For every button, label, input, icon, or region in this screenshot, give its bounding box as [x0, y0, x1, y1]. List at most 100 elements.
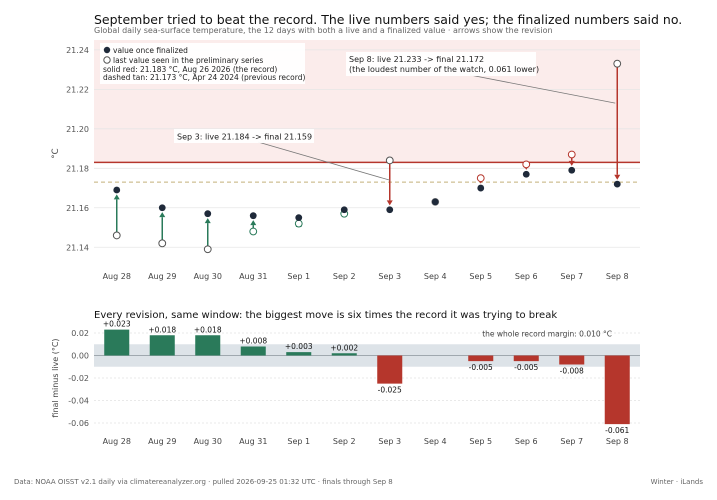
- page-subtitle: Global daily sea-surface temperature, th…: [94, 26, 553, 35]
- live-point: [294, 219, 303, 228]
- revision-bar: [149, 335, 175, 356]
- revision-bar: [104, 329, 130, 356]
- revision-arrowhead: [113, 194, 120, 200]
- final-points: [113, 166, 621, 222]
- final-point: [613, 180, 621, 188]
- top-x-tick-labels: Aug 28 Aug 29 Aug 30 Aug 31 Sep 1 Sep 2 Sep 3 S…: [103, 272, 629, 281]
- top-x-tick: Aug 29: [148, 272, 176, 281]
- top-gridlines: [94, 49, 640, 248]
- final-point: [158, 204, 166, 212]
- live-point: [385, 156, 394, 165]
- revision-arrowhead: [250, 220, 257, 226]
- top-x-tick: Sep 2: [333, 272, 356, 281]
- top-x-tick: Sep 8: [606, 272, 629, 281]
- revision-arrowhead: [614, 174, 621, 180]
- bottom-y-axis-label: final minus live (°C): [51, 338, 60, 417]
- live-point: [112, 231, 121, 240]
- revision-bar-label: -0.005: [514, 363, 538, 372]
- legend-live-marker: [103, 56, 111, 64]
- annotation-box-sep3: [174, 129, 314, 143]
- top-x-tick: Aug 31: [239, 272, 267, 281]
- top-x-tick: Aug 28: [103, 272, 131, 281]
- bottom-x-tick-labels: Aug 28 Aug 29 Aug 30 Aug 31 Sep 1 Sep 2 Sep 3 S…: [103, 437, 629, 446]
- final-point: [295, 214, 303, 222]
- top-x-tick: Sep 7: [560, 272, 583, 281]
- top-y-tick-labels: 21.14 21.16 21.18 21.20 21.22 21.24: [66, 46, 89, 252]
- top-y-tick: 21.16: [66, 204, 89, 213]
- revision-bar: [604, 355, 630, 425]
- bottom-y-tick-labels: 0.02 0.00 -0.02 -0.04 -0.06: [68, 329, 89, 428]
- bottom-x-tick: Sep 3: [378, 437, 401, 446]
- revision-bar: [331, 353, 357, 356]
- revision-bar-label: -0.025: [378, 386, 402, 395]
- revision-bar: [468, 355, 494, 362]
- final-point: [204, 210, 212, 218]
- final-point: [522, 170, 530, 178]
- final-point: [431, 198, 439, 206]
- revision-bar: [286, 352, 312, 356]
- revision-bar-label: +0.018: [148, 325, 176, 334]
- final-point: [340, 206, 348, 214]
- bottom-y-tick: -0.06: [68, 419, 89, 428]
- legend-dashed-note: dashed tan: 21.173 °C, Apr 24 2024 (prev…: [103, 73, 305, 82]
- legend-live-label: last value seen in the preliminary serie…: [113, 56, 263, 65]
- top-x-tick: Sep 3: [378, 272, 401, 281]
- revision-arrowhead: [159, 212, 166, 218]
- bottom-x-tick: Sep 7: [560, 437, 583, 446]
- footer-credit: Winter · iLands: [651, 478, 704, 486]
- revision-bar-label: +0.008: [239, 337, 267, 346]
- revision-bar: [195, 335, 221, 356]
- top-y-tick: 21.18: [66, 164, 89, 173]
- revision-arrowhead: [386, 200, 393, 206]
- final-point: [477, 184, 485, 192]
- bottom-y-tick: -0.02: [68, 374, 89, 383]
- bottom-chart: Every revision, same window: the biggest…: [51, 310, 640, 446]
- bottom-x-tick: Sep 6: [515, 437, 538, 446]
- top-x-tick: Sep 5: [469, 272, 492, 281]
- live-point: [158, 239, 167, 248]
- revision-arrowhead: [568, 160, 575, 166]
- bottom-x-tick: Aug 31: [239, 437, 267, 446]
- revision-bar-label: -0.061: [605, 426, 629, 435]
- bottom-x-tick: Aug 28: [103, 437, 131, 446]
- bottom-x-tick: Sep 1: [287, 437, 310, 446]
- final-point: [568, 166, 576, 174]
- revision-bar-label: -0.005: [469, 363, 493, 372]
- annotation-leader-sep8: [469, 74, 616, 104]
- bottom-x-tick: Aug 29: [148, 437, 176, 446]
- record-margin-label: the whole record margin: 0.010 °C: [482, 329, 612, 338]
- bottom-y-tick: 0.00: [71, 352, 89, 361]
- revision-bar-label: +0.023: [103, 320, 131, 329]
- live-point: [522, 160, 531, 169]
- legend-solid-note: solid red: 21.183 °C, Aug 26 2026 (the r…: [103, 65, 277, 74]
- annotation-box-sep8: [346, 52, 536, 76]
- top-x-tick: Sep 4: [424, 272, 447, 281]
- bottom-x-tick: Sep 5: [469, 437, 492, 446]
- bottom-y-tick: 0.02: [71, 329, 89, 338]
- revision-bar: [513, 355, 539, 362]
- annotation-sep8: Sep 8: live 21.233 -> final 21.172: [349, 55, 484, 64]
- final-point: [386, 206, 394, 214]
- revision-bar-label: +0.018: [194, 325, 222, 334]
- revision-bar: [377, 355, 403, 384]
- bottom-x-tick: Aug 30: [194, 437, 222, 446]
- final-point: [249, 212, 257, 220]
- bottom-x-tick: Sep 2: [333, 437, 356, 446]
- revision-bar: [240, 346, 266, 356]
- bottom-y-tick: -0.04: [68, 397, 89, 406]
- live-point: [203, 245, 212, 254]
- bottom-x-tick: Sep 4: [424, 437, 447, 446]
- top-x-tick: Sep 1: [287, 272, 310, 281]
- live-point: [249, 227, 258, 236]
- revision-bar: [559, 355, 585, 365]
- live-point: [476, 174, 485, 183]
- live-point: [613, 59, 622, 68]
- legend: value once finalized last value seen in …: [100, 43, 305, 84]
- top-x-tick: Aug 30: [194, 272, 222, 281]
- final-point: [113, 186, 121, 194]
- bottom-x-tick: Sep 8: [606, 437, 629, 446]
- legend-box: [100, 43, 305, 84]
- revision-bar-labels: +0.023 +0.018 +0.018 +0.008 +0.003 +0.002 -0.0…: [103, 320, 630, 436]
- revision-bars: [104, 329, 630, 425]
